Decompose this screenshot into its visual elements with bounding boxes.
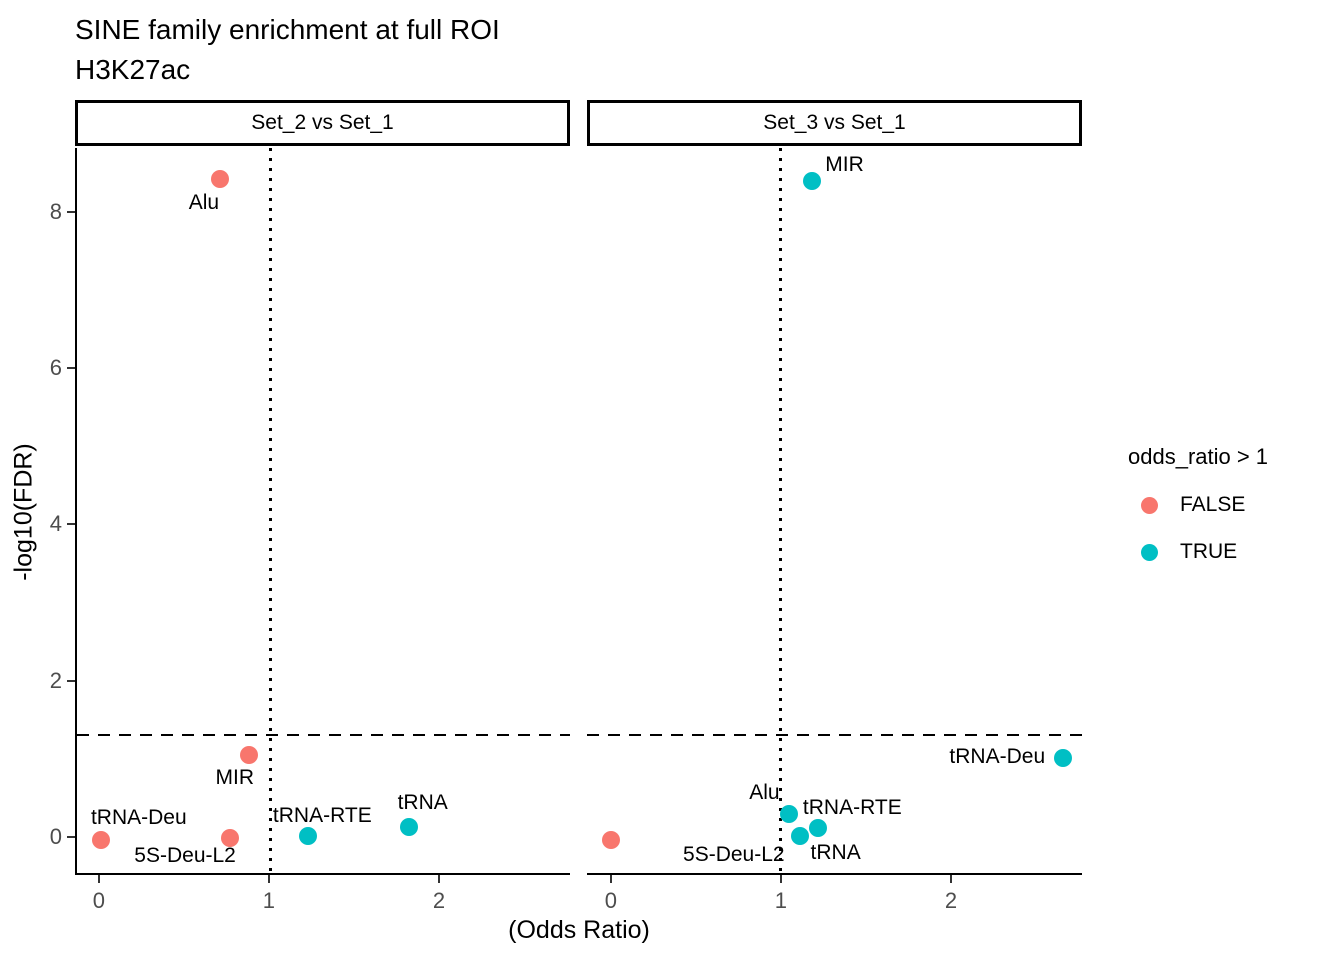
x-tick-label: 0 <box>92 888 105 913</box>
y-tick-mark <box>67 835 75 838</box>
data-point-tRNA <box>790 826 809 845</box>
data-point-label-Alu: Alu <box>749 781 780 805</box>
facet-strip: Set_3 vs Set_1 <box>587 100 1082 146</box>
y-tick-label: 4 <box>49 511 62 537</box>
x-tick-mark <box>438 875 441 883</box>
hline-fdr-threshold <box>77 734 570 737</box>
legend-item-label: FALSE <box>1180 493 1246 516</box>
plot-subtitle: H3K27ac <box>75 54 191 85</box>
data-point-label-MIR: MIR <box>825 152 864 176</box>
legend-key-dot <box>1141 543 1158 561</box>
data-point-label-5S-Deu-L2: 5S-Deu-L2 <box>683 842 785 866</box>
data-point-tRNA <box>399 818 418 837</box>
data-point-tRNA-RTE <box>299 826 318 845</box>
vline-odds-ratio-1 <box>269 148 273 873</box>
x-tick-mark <box>950 875 953 883</box>
data-point-tRNA-RTE <box>809 819 828 838</box>
legend-item-label: TRUE <box>1180 540 1238 563</box>
data-point-label-tRNA-Deu: tRNA-Deu <box>949 744 1046 768</box>
y-tick-mark <box>67 679 75 682</box>
legend-items: FALSE TRUE <box>1113 493 1268 564</box>
x-tick-mark <box>267 875 270 883</box>
plot-title: SINE family enrichment at full ROI <box>75 14 500 45</box>
y-tick-label: 6 <box>49 355 62 381</box>
data-point-Alu <box>210 170 229 189</box>
legend-key-dot <box>1141 496 1158 514</box>
data-point-label-Alu: Alu <box>188 191 220 215</box>
facet-strip-label: Set_3 vs Set_1 <box>763 111 906 134</box>
y-tick-label: 8 <box>49 199 62 225</box>
facet-strip-label: Set_2 vs Set_1 <box>251 111 394 134</box>
x-axis-title: (Odds Ratio) <box>508 916 650 944</box>
data-point-MIR <box>239 745 258 764</box>
legend-item-false: FALSE <box>1113 493 1268 517</box>
y-tick-mark <box>67 211 75 214</box>
x-tick-mark <box>779 875 782 883</box>
data-point-label-tRNA: tRNA <box>397 791 448 815</box>
data-point-label-tRNA-RTE: tRNA-RTE <box>272 803 372 827</box>
x-tick-label: 2 <box>432 888 446 913</box>
data-point-label-tRNA-RTE: tRNA-RTE <box>802 796 902 820</box>
y-tick-label: 2 <box>49 667 62 693</box>
x-tick-label: 2 <box>944 888 958 913</box>
x-tick-mark <box>609 875 612 883</box>
data-point-tRNA-Deu <box>1054 748 1073 767</box>
x-tick-mark <box>97 875 100 883</box>
x-tick-label: 1 <box>774 888 788 913</box>
y-tick-mark <box>67 367 75 370</box>
y-tick-label: 0 <box>49 823 62 849</box>
data-point-5S-Deu-L2 <box>601 830 620 849</box>
y-tick-mark <box>67 523 75 526</box>
legend-item-true: TRUE <box>1113 540 1268 564</box>
data-point-5S-Deu-L2 <box>221 829 240 848</box>
legend-title: odds_ratio > 1 <box>1128 444 1269 469</box>
data-point-label-MIR: MIR <box>215 765 255 789</box>
facet-panel: MIR tRNA-Deu Alu tRNA-RTE tRNA 5S-Deu-L2 <box>587 148 1082 875</box>
facet-strip: Set_2 vs Set_1 <box>75 100 570 146</box>
data-point-label-tRNA-Deu: tRNA-Deu <box>90 805 187 829</box>
legend: odds_ratio > 1 FALSE TRUE <box>1113 444 1268 564</box>
data-point-label-tRNA: tRNA <box>810 840 861 864</box>
data-point-MIR <box>802 171 821 190</box>
data-point-tRNA-Deu <box>91 830 110 849</box>
x-tick-label: 0 <box>604 888 617 913</box>
hline-fdr-threshold <box>587 734 1082 737</box>
facet-panel: Alu MIR tRNA-Deu 5S-Deu-L2 tRNA-RTE tRNA <box>75 148 570 875</box>
data-point-Alu <box>780 805 799 824</box>
vline-odds-ratio-1 <box>779 148 783 873</box>
x-tick-label: 1 <box>262 888 276 913</box>
data-point-label-5S-Deu-L2: 5S-Deu-L2 <box>134 844 236 868</box>
